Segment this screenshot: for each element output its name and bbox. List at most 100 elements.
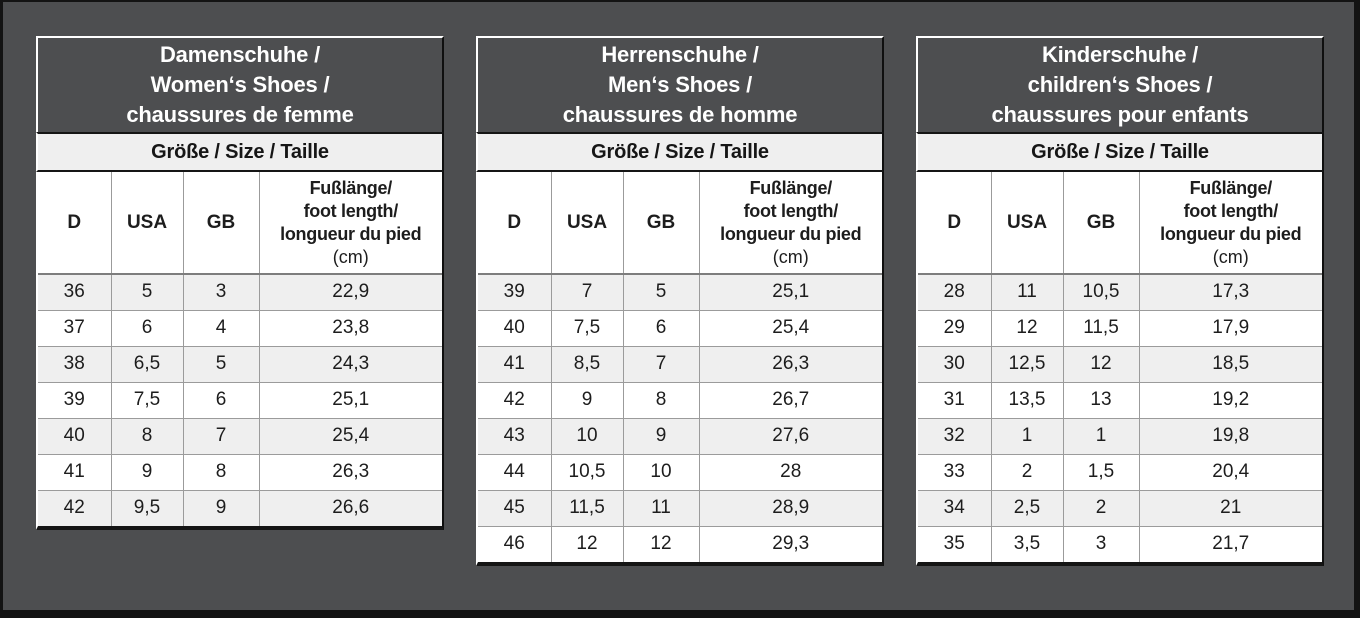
table-cell: 30 <box>918 345 992 382</box>
title-line: Damenschuhe / <box>159 42 320 67</box>
table-cell: 25,1 <box>259 381 442 418</box>
table-cell: 12,5 <box>991 345 1064 382</box>
table-row: 36 5 3 22,9 <box>38 274 442 310</box>
table-cell: 12 <box>623 525 700 562</box>
table-cell: 3,5 <box>991 525 1064 562</box>
column-header-gb: GB <box>1063 172 1140 275</box>
table-cell: 39 <box>478 274 552 310</box>
table-row: 35 3,5 3 21,7 <box>918 525 1322 562</box>
table-cell: 39 <box>38 381 112 418</box>
title-line: children‘s Shoes / <box>1027 72 1213 97</box>
table-cell: 2 <box>991 453 1064 490</box>
table-cell: 7 <box>623 345 700 382</box>
table-cell: 4 <box>183 309 260 346</box>
table-cell: 26,3 <box>259 453 442 490</box>
table-cell: 28 <box>918 274 992 310</box>
size-table-women: Damenschuhe / Women‘s Shoes / chaussures… <box>36 36 444 530</box>
table-row: 33 2 1,5 20,4 <box>918 453 1322 490</box>
table-cell: 2,5 <box>991 489 1064 526</box>
header-row: D USA GB Fußlänge/ foot length/ longueur… <box>918 172 1322 275</box>
table-row: 45 11,5 11 28,9 <box>478 489 882 526</box>
title-line: chaussures de femme <box>126 102 354 127</box>
table-cell: 18,5 <box>1139 345 1322 382</box>
table-row: 41 9 8 26,3 <box>38 453 442 490</box>
table-cell: 37 <box>38 309 112 346</box>
table-cell: 5 <box>623 274 700 310</box>
table-cell: 20,4 <box>1139 453 1322 490</box>
table-title-women: Damenschuhe / Women‘s Shoes / chaussures… <box>36 36 444 132</box>
column-header-gb: GB <box>183 172 260 275</box>
title-line: Herrenschuhe / <box>601 42 759 67</box>
table-cell: 25,1 <box>772 281 810 303</box>
table-row: 40 7,5 6 25,4 <box>478 309 882 346</box>
table-row: 34 2,5 2 21 <box>918 489 1322 526</box>
table-row: 46 12 12 29,3 <box>478 525 882 562</box>
title-line: chaussures pour enfants <box>991 102 1249 127</box>
table-row: 28 11 10,5 17,3 <box>918 274 1322 310</box>
foot-length-label: longueur du pied <box>280 223 422 244</box>
table-cell: 29,3 <box>699 525 882 562</box>
table-row: 32 1 1 19,8 <box>918 417 1322 454</box>
table-cell: 9 <box>183 489 260 526</box>
title-line: Kinderschuhe / <box>1041 42 1199 67</box>
header-row: D USA GB Fußlänge/ foot length/ longueur… <box>478 172 882 275</box>
table-cell: 7 <box>183 417 260 454</box>
table-cell: 11 <box>991 274 1064 310</box>
table-cell: 10 <box>623 453 700 490</box>
table-cell: 8 <box>111 417 184 454</box>
foot-length-unit: (cm) <box>1212 246 1249 267</box>
table-cell: 6 <box>111 309 184 346</box>
table-cell: 1,5 <box>1063 453 1140 490</box>
table-cell: 6 <box>623 309 700 346</box>
column-header-d: D <box>918 172 992 275</box>
table-cell: 40 <box>478 309 552 346</box>
table-cell: 12 <box>551 525 624 562</box>
table-cell: 45 <box>478 489 552 526</box>
size-header-bar: Größe / Size / Taille <box>476 132 884 172</box>
foot-length-label: foot length/ <box>1183 200 1279 221</box>
size-grid: D USA GB Fußlänge/ foot length/ longueur… <box>916 172 1324 566</box>
table-cell: 13 <box>1063 381 1140 418</box>
table-cell: 6 <box>183 381 260 418</box>
foot-length-unit: (cm) <box>332 246 369 267</box>
table-cell: 12 <box>991 309 1064 346</box>
table-cell: 10,5 <box>551 453 624 490</box>
table-cell: 9 <box>111 453 184 490</box>
size-table: D USA GB Fußlänge/ foot length/ longueur… <box>478 172 882 562</box>
column-header-usa: USA <box>111 172 184 275</box>
table-cell: 9,5 <box>111 489 184 526</box>
size-table-children: Kinderschuhe / children‘s Shoes / chauss… <box>916 36 1324 566</box>
table-cell: 8 <box>623 381 700 418</box>
table-cell: 38 <box>38 345 112 382</box>
table-cell: 28,9 <box>699 489 882 526</box>
table-cell: 24,3 <box>259 345 442 382</box>
size-table: D USA GB Fußlänge/ foot length/ longueur… <box>918 172 1322 562</box>
table-row: 43 10 9 27,6 <box>478 417 882 454</box>
table-cell: 26,6 <box>259 489 442 526</box>
table-row: 40 8 7 25,4 <box>38 417 442 454</box>
table-cell: 26,3 <box>699 345 882 382</box>
table-cell: 9 <box>551 381 624 418</box>
table-cell: 40 <box>38 417 112 454</box>
table-row: 42 9 8 26,7 <box>478 381 882 418</box>
table-cell: 21 <box>1139 489 1322 526</box>
table-body: 28 11 10,5 17,3 29 12 11,5 17,9 30 12,5 12 18,5 31 13… <box>918 274 1322 562</box>
table-row: 38 6,5 5 24,3 <box>38 345 442 382</box>
table-title-children: Kinderschuhe / children‘s Shoes / chauss… <box>916 36 1324 132</box>
table-cell: 8 <box>183 453 260 490</box>
title-line: Men‘s Shoes / <box>607 72 753 97</box>
size-header-bar: Größe / Size / Taille <box>916 132 1324 172</box>
table-cell: 1 <box>991 417 1064 454</box>
table-cell: 17,9 <box>1139 309 1322 346</box>
table-cell: 7 <box>551 274 624 310</box>
column-header-d: D <box>478 172 552 275</box>
table-cell: 43 <box>478 417 552 454</box>
foot-length-unit: (cm) <box>772 246 809 267</box>
column-header-d: D <box>38 172 112 275</box>
title-line: chaussures de homme <box>562 102 798 127</box>
table-cell: 42 <box>478 381 552 418</box>
table-cell: 6,5 <box>111 345 184 382</box>
table-cell: 36 <box>38 274 112 310</box>
table-row: 37 6 4 23,8 <box>38 309 442 346</box>
table-cell: 23,8 <box>259 309 442 346</box>
